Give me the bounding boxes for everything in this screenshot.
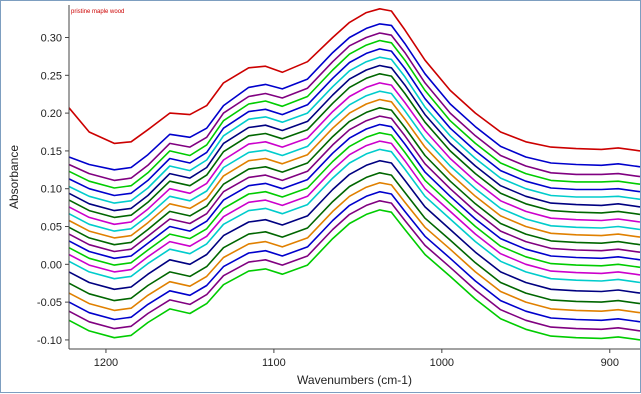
y-tick-label: 0.05: [41, 222, 62, 234]
ticks-layer: -0.10 -0.05 0.00 0.05 0.10 0.15 0.20 0.25 0.30 12…: [37, 33, 619, 369]
spectrum-line-23: [68, 209, 641, 341]
spectrum-line-6: [68, 56, 641, 204]
spectrum-line-3: [68, 32, 641, 182]
spectrum-line-17: [68, 148, 641, 284]
spectrum-line-16: [68, 140, 641, 276]
spectrum-line-1: [68, 8, 641, 152]
spectrum-line-11: [68, 98, 641, 239]
axes-layer: [68, 5, 640, 350]
x-tick-label: 1000: [430, 357, 454, 369]
y-tick-label: -0.10: [37, 335, 62, 347]
x-tick-label: 1200: [94, 357, 118, 369]
y-axis-title: Absorbance: [7, 145, 21, 209]
series-layer: [68, 8, 641, 341]
spectrum-line-14: [68, 123, 641, 261]
spectrum-line-10: [68, 90, 641, 232]
y-tick-label: 0.20: [41, 108, 62, 120]
x-tick-label: 900: [601, 357, 619, 369]
spectrum-line-8: [68, 73, 641, 219]
spectrum-line-12: [68, 107, 641, 246]
y-tick-label: 0.25: [41, 70, 62, 82]
spectrum-line-13: [68, 115, 641, 253]
spectrum-line-4: [68, 39, 641, 189]
y-tick-label: 0.30: [41, 33, 62, 45]
spectrum-line-19: [68, 172, 641, 305]
spectrum-line-7: [68, 64, 641, 212]
spectrum-line-2: [68, 23, 641, 171]
y-tick-label: 0.10: [41, 184, 62, 196]
y-tick-label: -0.05: [37, 297, 62, 309]
x-axis-title: Wavenumbers (cm-1): [297, 373, 412, 387]
spectrum-line-5: [68, 48, 641, 197]
spectrum-line-22: [68, 200, 641, 332]
y-tick-label: 0.00: [41, 259, 62, 271]
spectrum-line-9: [68, 82, 641, 226]
y-tick-label: 0.15: [41, 146, 62, 158]
annotation-label: pristine maple wood: [71, 9, 124, 15]
x-tick-label: 1100: [262, 357, 286, 369]
spectrum-line-20: [68, 181, 641, 314]
spectrum-line-18: [68, 159, 641, 294]
spectrum-line-21: [68, 190, 641, 323]
spectrum-line-15: [68, 132, 641, 269]
